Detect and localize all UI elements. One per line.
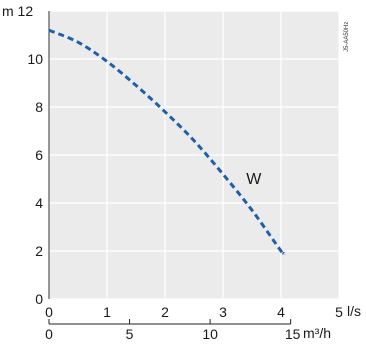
- y-tick-label-2: 2: [35, 243, 43, 259]
- x2-tick-label-5: 5: [126, 326, 134, 342]
- y-tick-label-8: 8: [35, 99, 43, 115]
- x2-tick-label-15: 15: [285, 326, 301, 342]
- series-group: W: [48, 28, 286, 257]
- series-label-W: W: [246, 171, 262, 188]
- y-top-label: m 12: [2, 3, 33, 19]
- x-tick-label-1: 1: [103, 304, 111, 320]
- series-line-W: [48, 28, 286, 257]
- y-tick-label-6: 6: [35, 147, 43, 163]
- x-tick-label-4: 4: [277, 304, 285, 320]
- x-tick-label-5: 5: [335, 304, 343, 320]
- x-tick-label-3: 3: [219, 304, 227, 320]
- x-tick-labels: 0 1 2 3 4 5: [45, 304, 343, 320]
- y-tick-label-0: 0: [35, 291, 43, 307]
- y-tick-label-4: 4: [35, 195, 43, 211]
- x-unit-label: l/s: [347, 303, 361, 319]
- x2-unit-label: m³/h: [303, 325, 331, 341]
- x-tick-label-2: 2: [161, 304, 169, 320]
- x-tick-label-0: 0: [45, 304, 53, 320]
- x2-tick-labels: 0 5 10 15: [45, 319, 301, 342]
- code-label: J5-AA50Hz: [344, 22, 350, 52]
- gridlines: [48, 10, 340, 300]
- y-tick-label-10: 10: [27, 51, 43, 67]
- y-tick-labels: 0 2 4 6 8 10: [27, 51, 43, 307]
- x2-tick-label-10: 10: [202, 326, 218, 342]
- x2-tick-label-0: 0: [45, 326, 53, 342]
